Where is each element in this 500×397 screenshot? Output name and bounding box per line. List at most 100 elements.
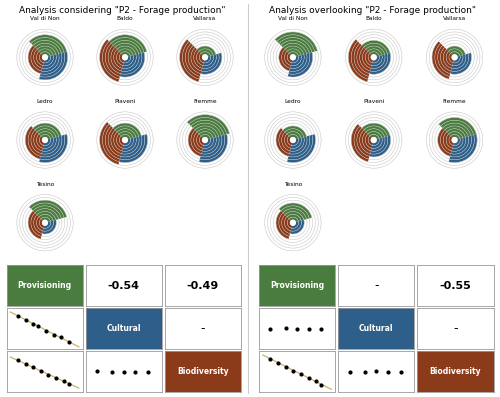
Polygon shape xyxy=(290,221,293,225)
Polygon shape xyxy=(37,212,56,221)
Polygon shape xyxy=(195,126,218,137)
Polygon shape xyxy=(279,213,290,236)
Polygon shape xyxy=(362,49,372,68)
Point xyxy=(120,369,128,376)
Polygon shape xyxy=(108,128,122,156)
Text: Tesino: Tesino xyxy=(284,182,302,187)
Polygon shape xyxy=(372,56,380,63)
Polygon shape xyxy=(292,139,296,143)
Polygon shape xyxy=(371,137,385,151)
Polygon shape xyxy=(120,135,144,160)
Polygon shape xyxy=(279,130,290,154)
Text: Fiemme: Fiemme xyxy=(443,99,466,104)
Polygon shape xyxy=(42,137,56,151)
Text: Provisioning: Provisioning xyxy=(270,281,324,290)
Polygon shape xyxy=(290,54,304,69)
Polygon shape xyxy=(289,135,298,139)
Polygon shape xyxy=(109,35,147,52)
Point xyxy=(293,326,301,332)
Polygon shape xyxy=(40,136,62,157)
Polygon shape xyxy=(450,135,460,139)
Polygon shape xyxy=(35,209,58,220)
Polygon shape xyxy=(288,136,310,157)
Polygon shape xyxy=(202,54,216,69)
Polygon shape xyxy=(285,46,304,55)
Polygon shape xyxy=(116,134,123,148)
Polygon shape xyxy=(368,136,373,145)
Polygon shape xyxy=(444,49,452,68)
Polygon shape xyxy=(39,214,53,221)
Polygon shape xyxy=(276,128,289,156)
Point xyxy=(65,338,73,345)
Polygon shape xyxy=(285,212,304,221)
Polygon shape xyxy=(122,55,125,60)
Polygon shape xyxy=(122,54,139,71)
Polygon shape xyxy=(106,126,120,159)
Polygon shape xyxy=(292,139,298,146)
Polygon shape xyxy=(290,137,307,154)
Polygon shape xyxy=(115,43,138,54)
Polygon shape xyxy=(189,118,227,135)
Point xyxy=(22,361,30,367)
Polygon shape xyxy=(452,54,466,69)
Polygon shape xyxy=(368,49,382,56)
Polygon shape xyxy=(290,54,307,71)
Polygon shape xyxy=(124,56,130,63)
Polygon shape xyxy=(117,129,136,138)
Polygon shape xyxy=(283,126,306,137)
Polygon shape xyxy=(35,43,58,54)
Polygon shape xyxy=(288,52,312,77)
Polygon shape xyxy=(113,40,141,54)
Polygon shape xyxy=(454,57,458,60)
Point xyxy=(266,355,274,362)
Polygon shape xyxy=(279,38,312,53)
Polygon shape xyxy=(289,217,298,222)
Polygon shape xyxy=(42,54,56,69)
Polygon shape xyxy=(282,215,290,233)
Text: Piaveni: Piaveni xyxy=(363,99,384,104)
Polygon shape xyxy=(41,217,50,222)
Polygon shape xyxy=(452,55,457,60)
Polygon shape xyxy=(120,53,124,63)
Polygon shape xyxy=(444,126,468,137)
Polygon shape xyxy=(284,134,292,148)
Text: Tesino: Tesino xyxy=(36,182,54,187)
Polygon shape xyxy=(42,138,48,143)
Polygon shape xyxy=(100,39,119,82)
Polygon shape xyxy=(117,46,136,55)
Polygon shape xyxy=(122,55,128,60)
Text: Val di Non: Val di Non xyxy=(30,16,60,21)
Point xyxy=(58,334,66,341)
Polygon shape xyxy=(440,130,452,154)
Point xyxy=(14,312,22,319)
Polygon shape xyxy=(37,46,56,55)
Polygon shape xyxy=(191,47,202,71)
Polygon shape xyxy=(180,39,199,82)
Polygon shape xyxy=(182,41,200,79)
Polygon shape xyxy=(31,38,64,53)
Polygon shape xyxy=(203,54,207,57)
Polygon shape xyxy=(452,55,454,60)
Point xyxy=(65,381,73,387)
Polygon shape xyxy=(34,132,43,151)
Polygon shape xyxy=(202,55,205,60)
Polygon shape xyxy=(42,54,59,71)
Polygon shape xyxy=(373,139,376,143)
Polygon shape xyxy=(370,54,388,71)
Text: Ledro: Ledro xyxy=(37,99,53,104)
Text: -: - xyxy=(200,322,205,335)
Text: Analysis overlooking "P2 - Forage production": Analysis overlooking "P2 - Forage produc… xyxy=(269,6,476,15)
Polygon shape xyxy=(26,126,40,159)
Polygon shape xyxy=(28,128,42,156)
Polygon shape xyxy=(357,128,370,156)
Polygon shape xyxy=(203,137,207,140)
Polygon shape xyxy=(40,52,64,77)
Polygon shape xyxy=(102,124,120,162)
Polygon shape xyxy=(292,57,296,60)
Polygon shape xyxy=(193,123,222,137)
Point xyxy=(384,369,392,376)
Polygon shape xyxy=(204,139,208,143)
Polygon shape xyxy=(281,40,310,54)
Polygon shape xyxy=(362,40,390,54)
Polygon shape xyxy=(452,55,463,66)
